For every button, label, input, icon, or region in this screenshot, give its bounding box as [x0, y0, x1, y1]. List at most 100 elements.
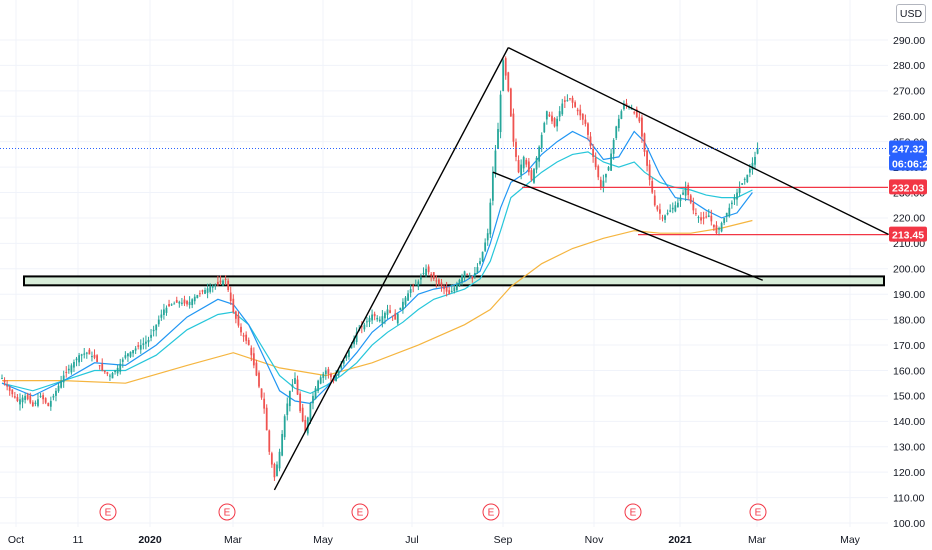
candle-body [715, 225, 718, 234]
candle-body [268, 430, 271, 452]
candle-body [581, 113, 584, 120]
candle-body [288, 390, 291, 407]
candle-body [677, 202, 679, 208]
candle-body [322, 373, 325, 378]
candle-body [350, 344, 353, 349]
candle-body [250, 347, 253, 356]
candle-body [538, 146, 541, 162]
candle-body [430, 274, 433, 276]
currency-selector[interactable]: USD [896, 4, 926, 23]
candle-body [486, 233, 489, 241]
candle-body [111, 373, 114, 379]
earnings-marker-label: E [105, 508, 112, 519]
candle-body [674, 205, 677, 212]
earnings-marker-label: E [630, 508, 637, 519]
candle-body [687, 184, 690, 196]
candle-body [736, 192, 738, 200]
candle-body [566, 100, 569, 102]
candle-body [91, 356, 93, 358]
horizontal-levels[interactable] [522, 186, 888, 236]
price-tick-label: 110.00 [893, 492, 924, 504]
candle-body [129, 351, 132, 357]
candle-body [435, 280, 438, 282]
earnings-marker: E [482, 503, 500, 521]
candle-body [258, 372, 260, 387]
candle-body [594, 157, 597, 168]
time-tick-label: May [840, 534, 861, 546]
trendline-2 [492, 171, 763, 281]
candle-body [80, 354, 83, 356]
candle-body [643, 133, 646, 152]
candle-body [635, 109, 638, 118]
price-axis[interactable]: 100.00 110.00 120.00 130.00 140.00 150.00 160.… [889, 0, 932, 550]
candle-body [147, 339, 150, 343]
candle-body [597, 166, 600, 178]
earnings-marker: E [99, 503, 117, 521]
candle-body [216, 281, 219, 285]
candle-body [265, 407, 268, 431]
candle-body [301, 407, 304, 422]
candle-body [502, 60, 505, 91]
candle-body [720, 223, 723, 232]
candle-body [363, 324, 366, 330]
candle-body [342, 360, 345, 364]
candle-body [623, 103, 625, 110]
candle-body [49, 400, 52, 407]
candle-body [3, 380, 6, 383]
candle-body [718, 228, 720, 230]
trendlines[interactable] [273, 46, 889, 491]
candle-body [21, 397, 24, 403]
candle-body [13, 396, 16, 398]
time-axis[interactable]: Oct 11 2020 Mar May Jul Sep Nov 2021 Mar May [8, 534, 861, 546]
candle-body [183, 299, 186, 304]
time-tick-label: Mar [224, 534, 243, 546]
candle-body [463, 271, 466, 277]
candle-body [312, 395, 314, 404]
candle-body [738, 187, 741, 194]
candle-body [499, 94, 502, 133]
candle-body [746, 174, 749, 182]
candle-body [304, 419, 307, 432]
price-tick-label: 220.00 [893, 213, 925, 225]
candle-body [168, 304, 170, 307]
candle-body [283, 416, 286, 438]
candle-body [155, 324, 158, 331]
candle-body [587, 123, 589, 135]
candle-body [664, 215, 666, 220]
candle-body [689, 195, 692, 203]
candle-body [497, 128, 499, 150]
candle-body [278, 451, 281, 469]
candle-body [52, 395, 55, 398]
candle-body [67, 368, 70, 371]
level-label-213.45: 213.45 [892, 230, 924, 242]
candle-body [617, 118, 620, 129]
candle-body [648, 164, 651, 180]
current-price-label-bg [889, 140, 927, 156]
price-tick-label: 180.00 [893, 314, 925, 326]
candle-body [242, 335, 245, 337]
candle-body [83, 353, 86, 355]
candle-body [484, 242, 487, 251]
candle-body [348, 350, 350, 357]
candle-body [145, 341, 147, 344]
candle-body [222, 280, 224, 286]
candle-body [409, 289, 412, 293]
candle-body [121, 359, 124, 362]
candle-body [535, 157, 538, 170]
candle-body [427, 266, 430, 273]
candle-body [574, 102, 577, 107]
candle-body [178, 301, 181, 304]
candle-body [661, 217, 664, 219]
candle-body [62, 375, 65, 383]
price-tick-label: 140.00 [893, 416, 925, 428]
candle-body [332, 379, 335, 381]
candle-body [748, 168, 751, 173]
time-tick-label: Jul [405, 534, 418, 546]
candle-body [209, 286, 212, 292]
candle-body [44, 398, 47, 403]
candle-body [191, 299, 194, 306]
candle-body [70, 365, 73, 373]
